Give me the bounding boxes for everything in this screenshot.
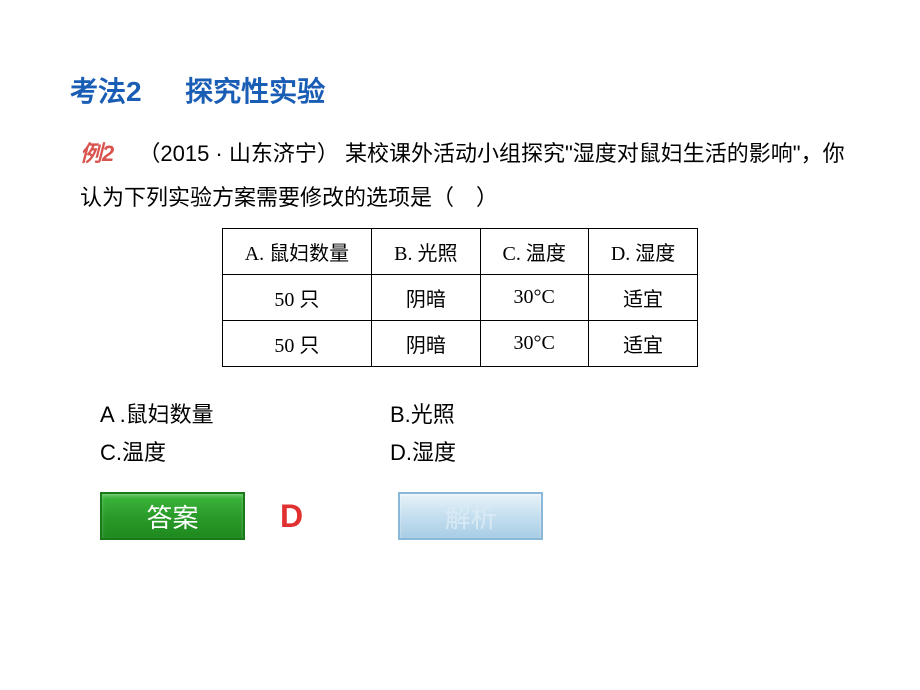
table-cell: 适宜	[588, 275, 697, 321]
table-header-row: A. 鼠妇数量 B. 光照 C. 温度 D. 湿度	[222, 229, 698, 275]
table-header: C. 温度	[480, 229, 588, 275]
answer-button[interactable]: 答案	[100, 492, 245, 540]
section-title: 考法2 探究性实验	[70, 70, 845, 110]
option-a: A .鼠妇数量	[100, 397, 390, 429]
option-b: B.光照	[390, 397, 455, 429]
table-header: D. 湿度	[588, 229, 697, 275]
options-block: A .鼠妇数量 B.光照 C.温度 D.湿度	[100, 397, 845, 467]
table-cell: 50 只	[222, 275, 371, 321]
table-cell: 阴暗	[372, 321, 480, 367]
bottom-row: 答案 D 解析	[100, 492, 845, 540]
table-header: A. 鼠妇数量	[222, 229, 371, 275]
table-cell: 50 只	[222, 321, 371, 367]
analysis-button[interactable]: 解析	[398, 492, 543, 540]
data-table: A. 鼠妇数量 B. 光照 C. 温度 D. 湿度 50 只 阴暗 30°C 适…	[222, 228, 699, 367]
answer-letter: D	[280, 498, 303, 535]
question-text: 例2 （2015 · 山东济宁） 某校课外活动小组探究"湿度对鼠妇生活的影响"，…	[80, 132, 845, 220]
table-cell: 30°C	[480, 275, 588, 321]
method-number: 考法2	[70, 76, 142, 107]
table-row: 50 只 阴暗 30°C 适宜	[222, 275, 698, 321]
option-c: C.温度	[100, 435, 390, 467]
table-row: 50 只 阴暗 30°C 适宜	[222, 321, 698, 367]
table-cell: 适宜	[588, 321, 697, 367]
method-name: 探究性实验	[185, 76, 325, 107]
example-label: 例2	[80, 141, 114, 166]
table-cell: 30°C	[480, 321, 588, 367]
table-cell: 阴暗	[372, 275, 480, 321]
option-d: D.湿度	[390, 435, 456, 467]
table-header: B. 光照	[372, 229, 480, 275]
question-source: （2015 · 山东济宁）	[138, 141, 339, 166]
